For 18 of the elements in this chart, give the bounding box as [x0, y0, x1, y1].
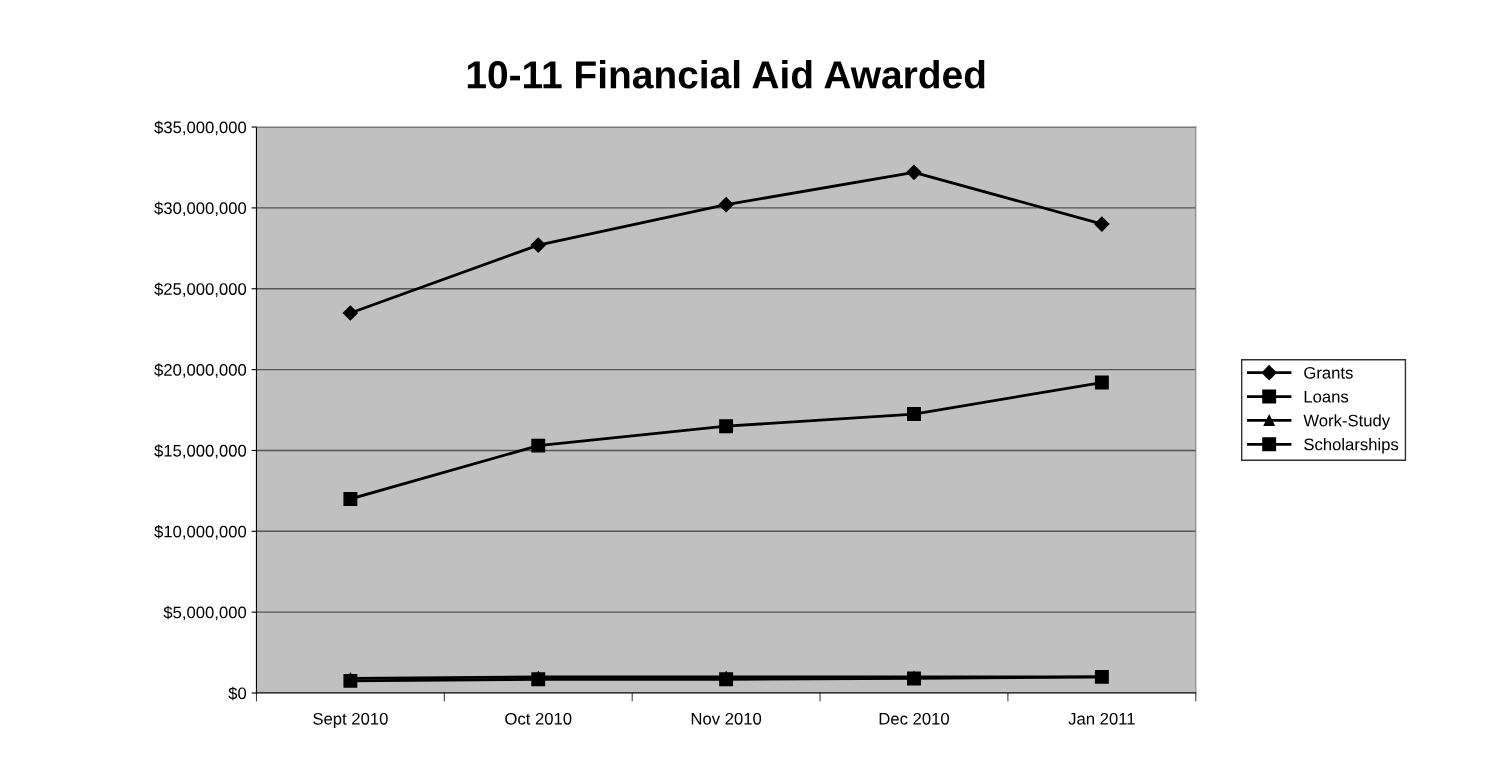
y-tick-label: $35,000,000 — [154, 120, 247, 136]
y-tick-label: $30,000,000 — [154, 201, 247, 217]
x-tick-label: Oct 2010 — [505, 712, 572, 725]
x-tick-label: Nov 2010 — [691, 712, 762, 725]
y-tick-label: $15,000,000 — [154, 444, 247, 459]
legend-label: Loans — [1304, 390, 1349, 403]
y-tick-label: $0 — [228, 686, 247, 701]
chart-title: 10-11 Financial Aid Awarded — [467, 59, 985, 89]
y-tick-label: $20,000,000 — [154, 363, 247, 378]
y-tick-label: $5,000,000 — [163, 605, 247, 621]
legend-label: Work-Study — [1303, 414, 1391, 430]
y-tick-label: $25,000,000 — [154, 282, 247, 297]
legend-label: Scholarships — [1304, 438, 1399, 454]
x-tick-label: Jan 2011 — [1068, 712, 1135, 725]
legend-label: Grants — [1304, 366, 1353, 379]
y-tick-label: $10,000,000 — [154, 525, 247, 540]
x-tick-label: Dec 2010 — [879, 712, 950, 725]
x-tick-label: Sept 2010 — [313, 712, 388, 728]
